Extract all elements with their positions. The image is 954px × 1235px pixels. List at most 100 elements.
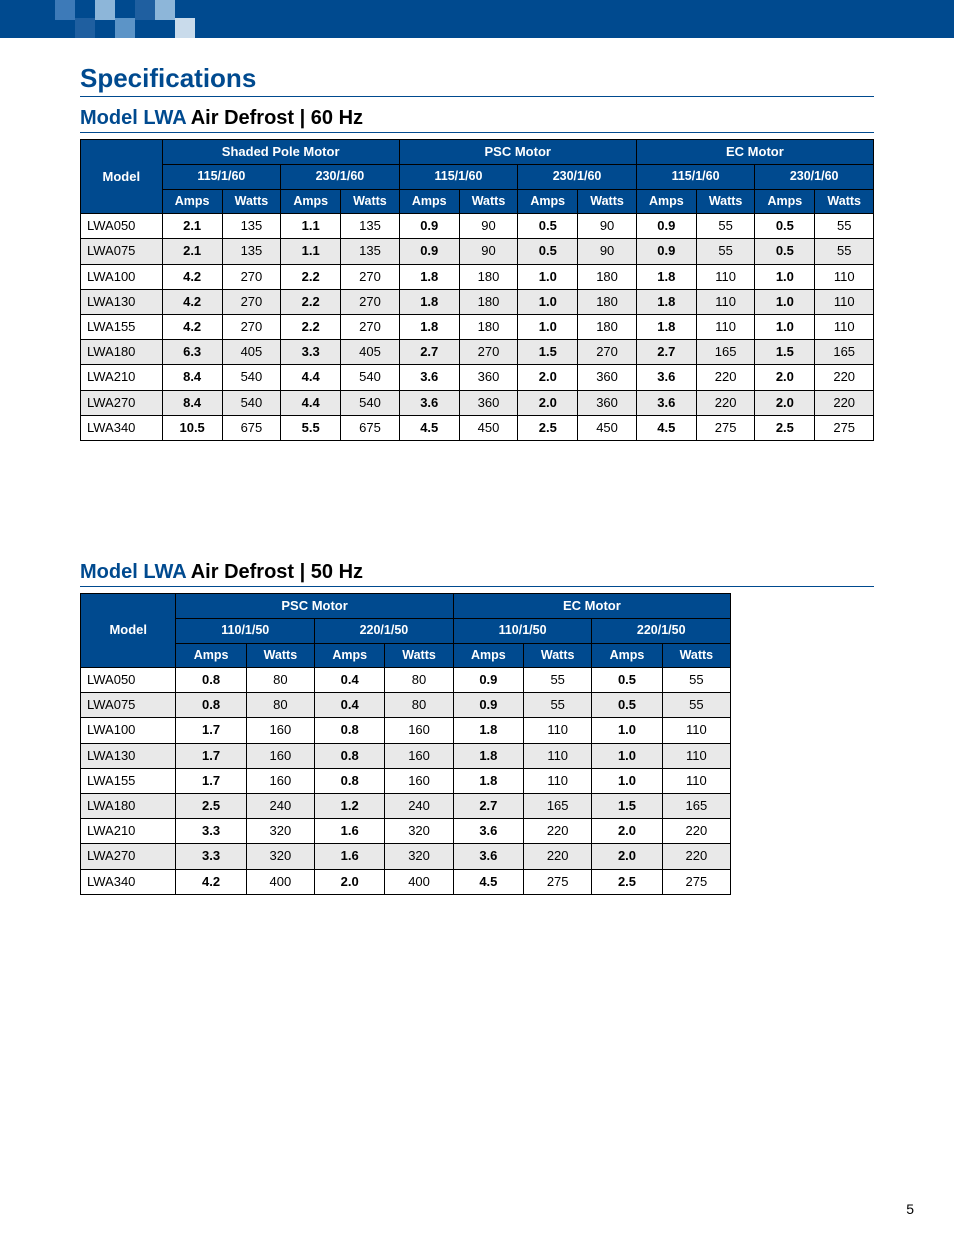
cell-watts: 540 bbox=[222, 365, 280, 390]
cell-amps: 0.8 bbox=[176, 693, 246, 718]
cell-watts: 160 bbox=[246, 718, 314, 743]
section-title-model: Model LWA bbox=[80, 107, 191, 129]
cell-watts: 110 bbox=[662, 718, 730, 743]
cell-amps: 1.1 bbox=[281, 239, 341, 264]
col-header-voltage: 230/1/60 bbox=[518, 165, 637, 190]
cell-model: LWA155 bbox=[81, 768, 176, 793]
cell-amps: 1.8 bbox=[453, 743, 523, 768]
cell-watts: 450 bbox=[578, 415, 636, 440]
table-row: LWA1001.71600.81601.81101.0110 bbox=[81, 718, 731, 743]
cell-watts: 180 bbox=[459, 314, 517, 339]
cell-watts: 165 bbox=[523, 794, 591, 819]
cell-watts: 110 bbox=[662, 743, 730, 768]
cell-amps: 0.9 bbox=[399, 239, 459, 264]
table-row: LWA34010.56755.56754.54502.54504.52752.5… bbox=[81, 415, 874, 440]
cell-amps: 3.6 bbox=[636, 390, 696, 415]
cell-watts: 220 bbox=[696, 390, 754, 415]
table-row: LWA1806.34053.34052.72701.52702.71651.51… bbox=[81, 340, 874, 365]
cell-amps: 1.7 bbox=[176, 743, 246, 768]
col-header-motor-group: PSC Motor bbox=[399, 140, 636, 165]
page-number: 5 bbox=[906, 1201, 914, 1217]
section-title-model: Model LWA bbox=[80, 561, 191, 583]
col-header-watts: Watts bbox=[459, 189, 517, 214]
col-header-voltage: 230/1/60 bbox=[755, 165, 874, 190]
cell-amps: 4.5 bbox=[399, 415, 459, 440]
cell-amps: 1.6 bbox=[315, 819, 385, 844]
col-header-amps: Amps bbox=[176, 643, 246, 668]
col-header-voltage: 220/1/50 bbox=[592, 619, 731, 644]
cell-amps: 1.7 bbox=[176, 768, 246, 793]
table-row: LWA1554.22702.22701.81801.01801.81101.01… bbox=[81, 314, 874, 339]
cell-amps: 10.5 bbox=[162, 415, 222, 440]
cell-amps: 2.1 bbox=[162, 239, 222, 264]
cell-model: LWA075 bbox=[81, 693, 176, 718]
cell-watts: 135 bbox=[222, 239, 280, 264]
table-row: LWA2108.45404.45403.63602.03603.62202.02… bbox=[81, 365, 874, 390]
cell-watts: 540 bbox=[222, 390, 280, 415]
cell-model: LWA075 bbox=[81, 239, 163, 264]
motif-square bbox=[75, 18, 95, 38]
col-header-voltage: 230/1/60 bbox=[281, 165, 400, 190]
cell-amps: 0.9 bbox=[399, 214, 459, 239]
cell-amps: 0.4 bbox=[315, 668, 385, 693]
cell-amps: 2.7 bbox=[399, 340, 459, 365]
cell-amps: 3.6 bbox=[453, 819, 523, 844]
cell-model: LWA050 bbox=[81, 668, 176, 693]
cell-watts: 165 bbox=[696, 340, 754, 365]
cell-watts: 80 bbox=[385, 693, 453, 718]
table-row: LWA1004.22702.22701.81801.01801.81101.01… bbox=[81, 264, 874, 289]
page-title: Specifications bbox=[80, 63, 874, 97]
cell-amps: 2.0 bbox=[518, 365, 578, 390]
cell-watts: 80 bbox=[246, 693, 314, 718]
col-header-model: Model bbox=[81, 140, 163, 214]
cell-amps: 2.5 bbox=[176, 794, 246, 819]
cell-amps: 1.8 bbox=[399, 289, 459, 314]
cell-watts: 270 bbox=[341, 264, 399, 289]
cell-amps: 8.4 bbox=[162, 390, 222, 415]
motif-square bbox=[175, 18, 195, 38]
cell-model: LWA155 bbox=[81, 314, 163, 339]
cell-watts: 55 bbox=[662, 668, 730, 693]
table-row: LWA1304.22702.22701.81801.01801.81101.01… bbox=[81, 289, 874, 314]
cell-watts: 220 bbox=[662, 844, 730, 869]
col-header-motor-group: PSC Motor bbox=[176, 593, 453, 618]
cell-watts: 160 bbox=[385, 718, 453, 743]
motif-square bbox=[55, 0, 75, 20]
cell-amps: 3.3 bbox=[281, 340, 341, 365]
col-header-voltage: 115/1/60 bbox=[399, 165, 518, 190]
cell-watts: 90 bbox=[459, 214, 517, 239]
table-row: LWA1551.71600.81601.81101.0110 bbox=[81, 768, 731, 793]
cell-watts: 275 bbox=[696, 415, 754, 440]
col-header-watts: Watts bbox=[662, 643, 730, 668]
cell-amps: 0.8 bbox=[315, 718, 385, 743]
cell-watts: 675 bbox=[222, 415, 280, 440]
cell-amps: 1.6 bbox=[315, 844, 385, 869]
cell-model: LWA340 bbox=[81, 415, 163, 440]
cell-watts: 360 bbox=[459, 390, 517, 415]
cell-watts: 320 bbox=[246, 844, 314, 869]
cell-amps: 2.7 bbox=[636, 340, 696, 365]
spec-table-50hz: ModelPSC MotorEC Motor110/1/50220/1/5011… bbox=[80, 593, 731, 895]
cell-watts: 400 bbox=[246, 869, 314, 894]
cell-amps: 0.9 bbox=[636, 214, 696, 239]
cell-amps: 6.3 bbox=[162, 340, 222, 365]
cell-watts: 135 bbox=[222, 214, 280, 239]
cell-watts: 405 bbox=[341, 340, 399, 365]
spacer bbox=[80, 441, 874, 551]
cell-amps: 2.2 bbox=[281, 289, 341, 314]
cell-watts: 90 bbox=[578, 214, 636, 239]
cell-watts: 55 bbox=[662, 693, 730, 718]
motif-square bbox=[155, 0, 175, 20]
cell-amps: 1.8 bbox=[399, 264, 459, 289]
col-header-watts: Watts bbox=[696, 189, 754, 214]
cell-watts: 275 bbox=[662, 869, 730, 894]
cell-amps: 0.4 bbox=[315, 693, 385, 718]
cell-amps: 1.5 bbox=[755, 340, 815, 365]
col-header-amps: Amps bbox=[518, 189, 578, 214]
cell-watts: 675 bbox=[341, 415, 399, 440]
cell-amps: 1.5 bbox=[592, 794, 662, 819]
cell-watts: 110 bbox=[662, 768, 730, 793]
cell-watts: 275 bbox=[815, 415, 874, 440]
col-header-motor-group: Shaded Pole Motor bbox=[162, 140, 399, 165]
cell-amps: 2.5 bbox=[755, 415, 815, 440]
